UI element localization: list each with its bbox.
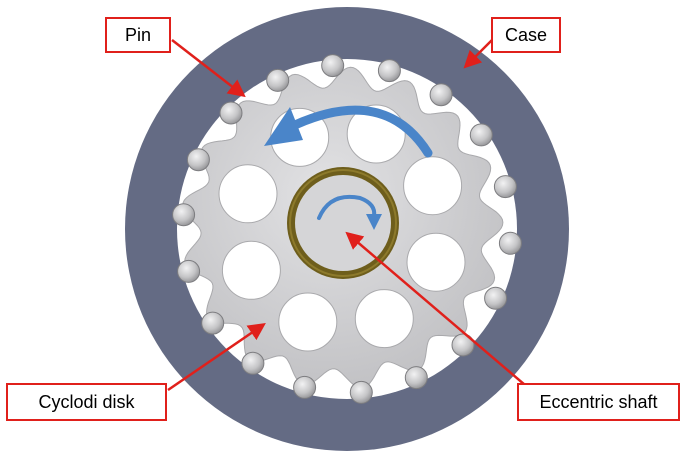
pin: [321, 54, 345, 78]
pin: [266, 68, 290, 92]
case-leader-arrow: [463, 38, 494, 69]
eccentric-shaft-ring-highlight: [289, 169, 397, 277]
disk-rotation-arrow: [290, 105, 433, 158]
pin: [177, 259, 201, 283]
pin: [404, 366, 428, 390]
disk-hole: [406, 232, 466, 292]
pin: [172, 203, 196, 227]
shaft-rotation-arrow: [317, 195, 377, 220]
pin: [219, 101, 243, 125]
pin: [201, 311, 225, 335]
pin: [349, 380, 373, 404]
disk-rotation-arrowhead: [264, 107, 303, 146]
shaft-rotation-arrowhead: [366, 214, 382, 230]
cycloid-disk-leader-arrow: [167, 323, 266, 392]
disk-hole: [354, 289, 414, 349]
pin-label: Pin: [105, 17, 171, 53]
pin: [484, 286, 508, 310]
disk-hole: [221, 240, 281, 300]
disk-hole: [278, 292, 338, 352]
disk-holes: [218, 104, 466, 352]
eccentric-shaft-center: [295, 175, 391, 271]
pins: [172, 54, 522, 404]
pin: [451, 333, 475, 357]
pin: [293, 375, 317, 399]
eccentric-shaft-label: Eccentric shaft: [517, 383, 680, 421]
eccentric-shaft-leader-arrow: [345, 231, 526, 386]
pin: [493, 175, 517, 199]
pin: [498, 231, 522, 255]
pin: [186, 148, 210, 172]
pin: [377, 59, 401, 83]
pin-leader-arrow: [171, 39, 246, 98]
disk-hole: [218, 164, 278, 224]
case-label: Case: [491, 17, 561, 53]
pin: [469, 123, 493, 147]
pin: [241, 351, 265, 375]
disk-hole: [403, 156, 463, 216]
cycloid-disk-label: Cyclodi disk: [6, 383, 167, 421]
pin: [429, 83, 453, 107]
